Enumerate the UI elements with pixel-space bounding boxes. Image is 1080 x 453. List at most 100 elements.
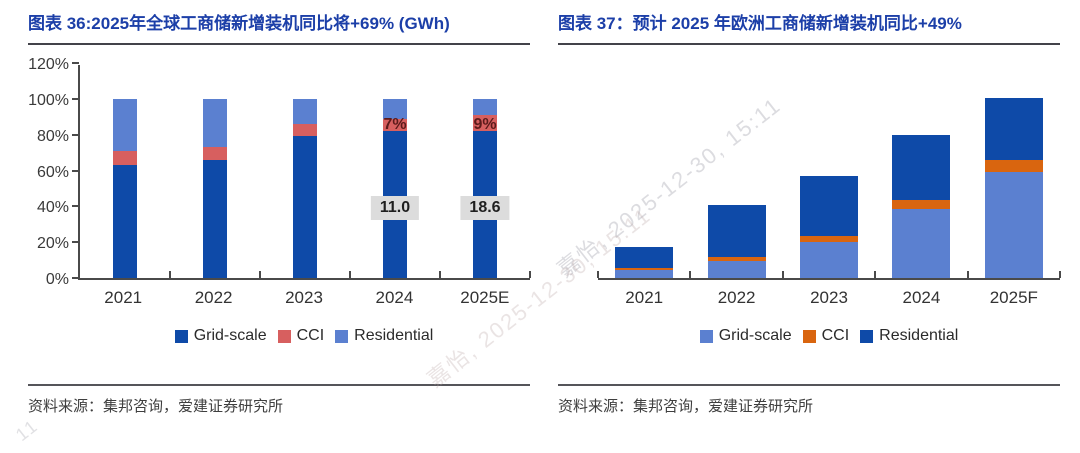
segment-grid-scale bbox=[203, 159, 227, 278]
x-axis-label: 2024 bbox=[375, 288, 414, 307]
stacked-bar-2023 bbox=[293, 98, 317, 278]
x-tick-mark bbox=[259, 271, 261, 278]
segment-cci bbox=[203, 147, 227, 160]
x-tick-mark bbox=[689, 271, 692, 278]
y-axis-spacer bbox=[558, 65, 598, 280]
segment-grid-scale bbox=[707, 260, 766, 278]
segment-cci bbox=[707, 256, 766, 261]
segment-residential bbox=[707, 204, 766, 257]
bar-slot bbox=[170, 65, 260, 278]
segment-residential bbox=[473, 98, 497, 115]
y-tick-label: 120% bbox=[28, 56, 69, 73]
legend-item-residential: Residential bbox=[335, 327, 433, 345]
x-tick-mark bbox=[439, 271, 441, 278]
legend-swatch-icon bbox=[174, 329, 188, 343]
segment-residential bbox=[113, 98, 137, 151]
annotation-plain-red: 7% bbox=[383, 115, 407, 133]
segment-grid-scale bbox=[892, 208, 951, 278]
segment-residential bbox=[800, 176, 859, 237]
bar-slot bbox=[350, 65, 440, 278]
y-tick-mark bbox=[72, 169, 79, 172]
stacked-bar-2021 bbox=[615, 246, 674, 278]
title-divider bbox=[558, 43, 1060, 45]
x-axis-label: 2021 bbox=[104, 288, 143, 307]
source-divider bbox=[558, 384, 1060, 386]
y-tick-label: 60% bbox=[36, 163, 69, 181]
legend-label: Grid-scale bbox=[718, 327, 792, 344]
stacked-bar-2025F bbox=[984, 97, 1043, 278]
segment-grid-scale bbox=[113, 165, 137, 278]
segment-cci bbox=[383, 118, 407, 132]
y-tick-mark bbox=[72, 205, 79, 208]
source-note: 资料来源：集邦咨询，爱建证券研究所 bbox=[28, 398, 284, 415]
segment-grid-scale bbox=[800, 241, 859, 278]
x-axis-label: 2025F bbox=[989, 288, 1038, 307]
legend-item-cci: CCI bbox=[802, 327, 850, 345]
x-tick-mark bbox=[349, 271, 351, 278]
legend-label: Residential bbox=[879, 327, 959, 344]
segment-residential bbox=[293, 98, 317, 124]
x-tick-mark bbox=[966, 271, 969, 278]
source-note: 资料来源：集邦咨询，爱建证券研究所 bbox=[558, 398, 814, 415]
figure-37-chart: 2021 2022 2023 2024 2025F Grid-scale CCI Resid… bbox=[558, 65, 1061, 347]
plot-wrap: 0% 20% 40% 60% 80% 100% 120% 7% 9% 11.0 18.6 bbox=[28, 56, 531, 288]
bar-slot bbox=[260, 65, 350, 278]
annotation-gray-box: 11.0 bbox=[370, 196, 420, 221]
y-tick-label: 80% bbox=[36, 127, 69, 145]
bar-slot bbox=[968, 65, 1060, 278]
bar-slot bbox=[440, 65, 530, 278]
y-tick-mark bbox=[72, 277, 79, 279]
figure-37-panel: 图表 37：预计 2025 年欧洲工商储新增装机同比+49% 2021 2022 2… bbox=[540, 0, 1080, 453]
segment-cci bbox=[800, 236, 859, 242]
x-tick-mark bbox=[529, 271, 531, 278]
segment-cci bbox=[293, 123, 317, 137]
segment-residential bbox=[984, 97, 1043, 160]
stacked-bar-2023 bbox=[800, 176, 859, 278]
y-tick-mark bbox=[72, 133, 79, 136]
annotation-plain-red: 9% bbox=[473, 115, 497, 133]
stacked-bar-2024 bbox=[892, 134, 951, 278]
segment-grid-scale bbox=[984, 172, 1043, 278]
y-tick-mark bbox=[72, 97, 79, 100]
legend-swatch-icon bbox=[860, 329, 874, 343]
x-axis-label: 2025E bbox=[460, 288, 510, 307]
legend-label: CCI bbox=[821, 327, 850, 344]
x-axis-label: 2023 bbox=[810, 288, 848, 307]
stacked-bar-2021 bbox=[113, 98, 137, 278]
legend-swatch-icon bbox=[699, 329, 713, 343]
annotation-gray-box: 18.6 bbox=[460, 196, 510, 221]
figure-36-title: 图表 36:2025年全球工商储新增装机同比将+69% (GWh) bbox=[28, 14, 450, 33]
y-tick-label: 100% bbox=[28, 91, 69, 109]
segment-cci bbox=[615, 267, 674, 271]
figure-37-title: 图表 37：预计 2025 年欧洲工商储新增装机同比+49% bbox=[558, 14, 962, 33]
y-tick-label: 20% bbox=[36, 235, 69, 253]
y-tick-label: 0% bbox=[45, 271, 69, 288]
stacked-bar-2022 bbox=[707, 204, 766, 278]
y-tick-mark bbox=[72, 62, 79, 64]
x-tick-mark bbox=[1059, 271, 1061, 278]
x-tick-mark bbox=[597, 271, 599, 278]
x-axis-label: 2022 bbox=[194, 288, 233, 307]
source-divider bbox=[28, 384, 530, 386]
x-tick-mark bbox=[781, 271, 784, 278]
y-tick-label: 40% bbox=[36, 199, 69, 217]
segment-grid-scale bbox=[615, 270, 674, 278]
x-tick-mark bbox=[874, 271, 877, 278]
segment-cci bbox=[984, 159, 1043, 173]
legend: Grid-scale CCI Residential bbox=[598, 325, 1060, 347]
segment-residential bbox=[383, 98, 407, 119]
segment-cci bbox=[892, 199, 951, 209]
segment-cci bbox=[473, 114, 497, 132]
segment-grid-scale bbox=[293, 136, 317, 278]
legend-item-residential: Residential bbox=[860, 327, 958, 345]
segment-residential bbox=[203, 98, 227, 148]
legend-label: CCI bbox=[296, 327, 325, 344]
x-axis-label: 2022 bbox=[717, 288, 756, 307]
x-axis-label: 2024 bbox=[902, 288, 941, 307]
x-axis-labels: 2021 2022 2023 2024 2025F bbox=[598, 280, 1060, 308]
x-axis-labels: 2021 2022 2023 2024 2025E bbox=[78, 280, 530, 308]
y-axis-labels: 0% 20% 40% 60% 80% 100% 120% bbox=[28, 56, 78, 288]
figure-36-chart: 0% 20% 40% 60% 80% 100% 120% 7% 9% 11.0 18.6 2021… bbox=[28, 56, 531, 347]
y-tick-mark bbox=[72, 241, 79, 244]
